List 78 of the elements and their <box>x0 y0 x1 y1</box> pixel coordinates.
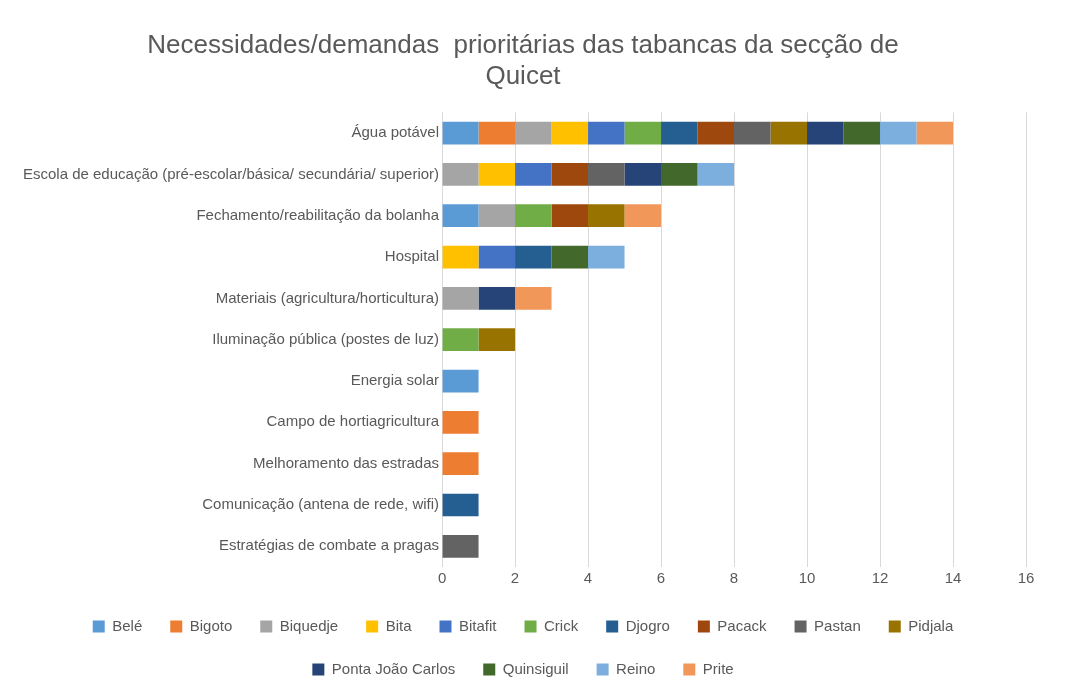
y-tick-label: Estratégias de combate a pragas <box>218 536 440 554</box>
bar <box>515 121 552 145</box>
bar <box>624 204 662 228</box>
legend-label: Belé <box>112 616 143 634</box>
chart-title: Necessidades/demandas prioritárias das tabancas da secção de Quicet <box>147 28 899 90</box>
bar <box>478 163 516 186</box>
bar <box>551 245 589 269</box>
bar <box>588 204 625 228</box>
legend-label: Quinsiguil <box>502 659 569 677</box>
bar <box>770 121 808 145</box>
x-tick-label: 0 <box>437 569 447 587</box>
bar <box>478 287 516 310</box>
legend-label: Pacack <box>717 616 768 634</box>
bar <box>697 163 735 186</box>
bar <box>624 121 662 145</box>
bar <box>442 452 479 476</box>
y-tick-label: Campo de hortiagricultura <box>266 412 440 430</box>
bar <box>442 245 479 269</box>
legend-label: Crick <box>544 616 579 634</box>
x-tick-label: 8 <box>729 569 739 587</box>
legend-label: Pidjala <box>908 616 954 634</box>
legend-label: Bitafit <box>459 616 498 634</box>
bar <box>442 121 479 145</box>
bar <box>624 163 662 186</box>
bar <box>442 369 479 393</box>
x-tick-label: 12 <box>871 569 889 587</box>
y-tick-label: Iluminação pública (postes de luz) <box>212 329 440 347</box>
legend-label: Ponta João Carlos <box>331 659 456 677</box>
bar <box>734 121 771 145</box>
bar <box>478 328 516 352</box>
y-tick-label: Comunicação (antena de rede, wifi) <box>202 495 440 513</box>
bar <box>661 121 698 145</box>
x-tick-label: 14 <box>944 569 962 587</box>
bar <box>442 493 479 517</box>
y-tick-label: Melhoramento das estradas <box>253 453 440 471</box>
bar <box>515 287 552 310</box>
bar <box>697 121 735 145</box>
bar <box>515 204 552 228</box>
y-tick-label: Hospital <box>384 247 440 265</box>
legend-label: Djogro <box>625 616 670 634</box>
bar <box>661 163 698 186</box>
x-tick-label: 2 <box>510 569 520 587</box>
legend-label: Prite <box>702 659 734 677</box>
bar <box>442 328 479 352</box>
bar <box>588 163 625 186</box>
bar <box>551 204 589 228</box>
bar <box>807 121 844 145</box>
bar <box>478 121 516 145</box>
bar <box>551 121 589 145</box>
x-tick-label: 16 <box>1017 569 1035 587</box>
bar <box>880 121 917 145</box>
bar <box>588 245 625 269</box>
y-tick-label: Escola de educação (pré-escolar/básica/ secundária/ superior) <box>22 164 440 182</box>
y-tick-label: Água potável <box>351 123 440 141</box>
bar <box>442 410 479 434</box>
legend-label: Pastan <box>814 616 861 634</box>
bar <box>843 121 881 145</box>
x-tick-label: 6 <box>656 569 666 587</box>
bar <box>442 534 479 558</box>
legend-label: Reino <box>616 659 656 677</box>
bar <box>588 121 625 145</box>
bar <box>478 245 516 269</box>
legend-label: Bita <box>385 616 413 634</box>
bar <box>551 163 589 186</box>
bar <box>515 245 552 269</box>
legend-label: Bigoto <box>189 616 233 634</box>
bar <box>442 204 479 228</box>
x-tick-label: 4 <box>583 569 593 587</box>
bar <box>916 121 954 145</box>
bar <box>478 204 516 228</box>
bar <box>442 287 479 310</box>
x-tick-label: 10 <box>798 569 816 587</box>
bar <box>442 163 479 186</box>
y-tick-label: Energia solar <box>350 371 440 389</box>
y-tick-label: Fechamento/reabilitação da bolanha <box>196 205 440 223</box>
y-tick-label: Materiais (agricultura/horticultura) <box>215 288 440 306</box>
legend-label: Biquedje <box>279 616 339 634</box>
bar <box>515 163 552 186</box>
